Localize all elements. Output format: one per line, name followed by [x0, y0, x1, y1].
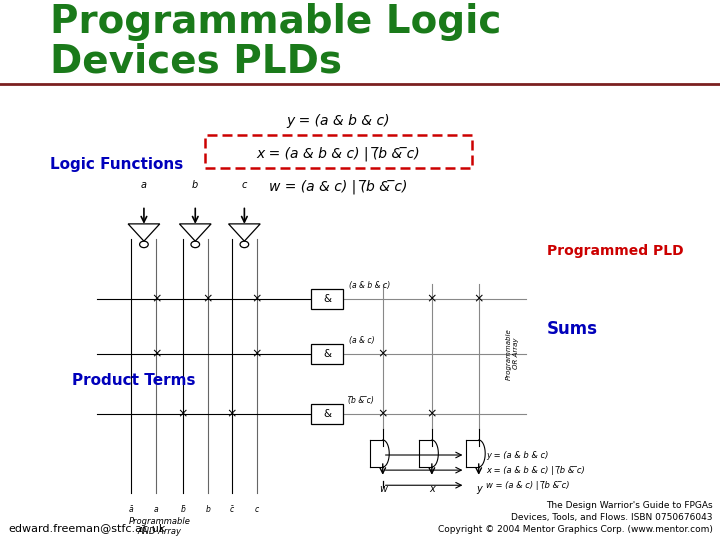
Text: ×: × — [377, 408, 388, 421]
Text: (̅b & ̅c): (̅b & ̅c) — [349, 396, 375, 405]
Text: Programmable Logic
Devices PLDs: Programmable Logic Devices PLDs — [50, 3, 502, 80]
Text: y = (a & b & c): y = (a & b & c) — [486, 450, 549, 460]
Text: Logic Functions: Logic Functions — [50, 157, 184, 172]
Text: &: & — [323, 409, 331, 419]
Text: ×: × — [202, 293, 213, 306]
Text: y = (a & b & c): y = (a & b & c) — [287, 114, 390, 129]
FancyBboxPatch shape — [311, 289, 343, 309]
Text: The Design Warrior's Guide to FPGAs
Devices, Tools, and Flows. ISBN 0750676043
C: The Design Warrior's Guide to FPGAs Devi… — [438, 501, 713, 534]
Text: w: w — [379, 484, 387, 494]
Text: w = (a & c) | (̅b & ̅c): w = (a & c) | (̅b & ̅c) — [486, 481, 570, 490]
Text: y: y — [476, 484, 482, 494]
Text: ā: ā — [129, 505, 134, 514]
Text: x = (a & b & c) | (̅b & ̅c): x = (a & b & c) | (̅b & ̅c) — [486, 465, 585, 475]
Text: c̄: c̄ — [230, 505, 234, 514]
Text: (a & c): (a & c) — [349, 336, 375, 345]
Text: w = (a & c) | (̅b & ̅c): w = (a & c) | (̅b & ̅c) — [269, 179, 408, 193]
Text: b̄: b̄ — [180, 505, 185, 514]
Text: ×: × — [427, 293, 437, 306]
Text: ×: × — [474, 293, 484, 306]
Text: Programmed PLD: Programmed PLD — [547, 244, 684, 258]
Text: ×: × — [377, 347, 388, 360]
Text: ×: × — [151, 347, 162, 360]
Text: &: & — [323, 349, 331, 359]
Text: Sums: Sums — [547, 320, 598, 339]
Text: a: a — [154, 505, 158, 514]
Text: c: c — [255, 505, 259, 514]
Text: ×: × — [427, 408, 437, 421]
Text: ×: × — [227, 408, 237, 421]
Text: ×: × — [178, 408, 188, 421]
Text: &: & — [323, 294, 331, 304]
Text: b: b — [205, 505, 210, 514]
Text: x: x — [429, 484, 435, 494]
Text: (a & b & c): (a & b & c) — [349, 281, 390, 290]
FancyBboxPatch shape — [311, 404, 343, 424]
Text: Programmable
OR Array: Programmable OR Array — [505, 328, 518, 380]
Text: x = (a & b & c) | (̅b & ̅c): x = (a & b & c) | (̅b & ̅c) — [256, 147, 420, 161]
Text: ×: × — [151, 293, 162, 306]
Text: Product Terms: Product Terms — [72, 373, 196, 388]
Text: a: a — [141, 180, 147, 191]
FancyBboxPatch shape — [311, 343, 343, 364]
Text: ×: × — [251, 347, 262, 360]
Text: c: c — [242, 180, 247, 191]
Text: edward.freeman@stfc.ac.uk: edward.freeman@stfc.ac.uk — [9, 523, 166, 534]
Text: Programmable
AND Array: Programmable AND Array — [129, 517, 191, 536]
Text: b: b — [192, 180, 199, 191]
Text: ×: × — [251, 293, 262, 306]
